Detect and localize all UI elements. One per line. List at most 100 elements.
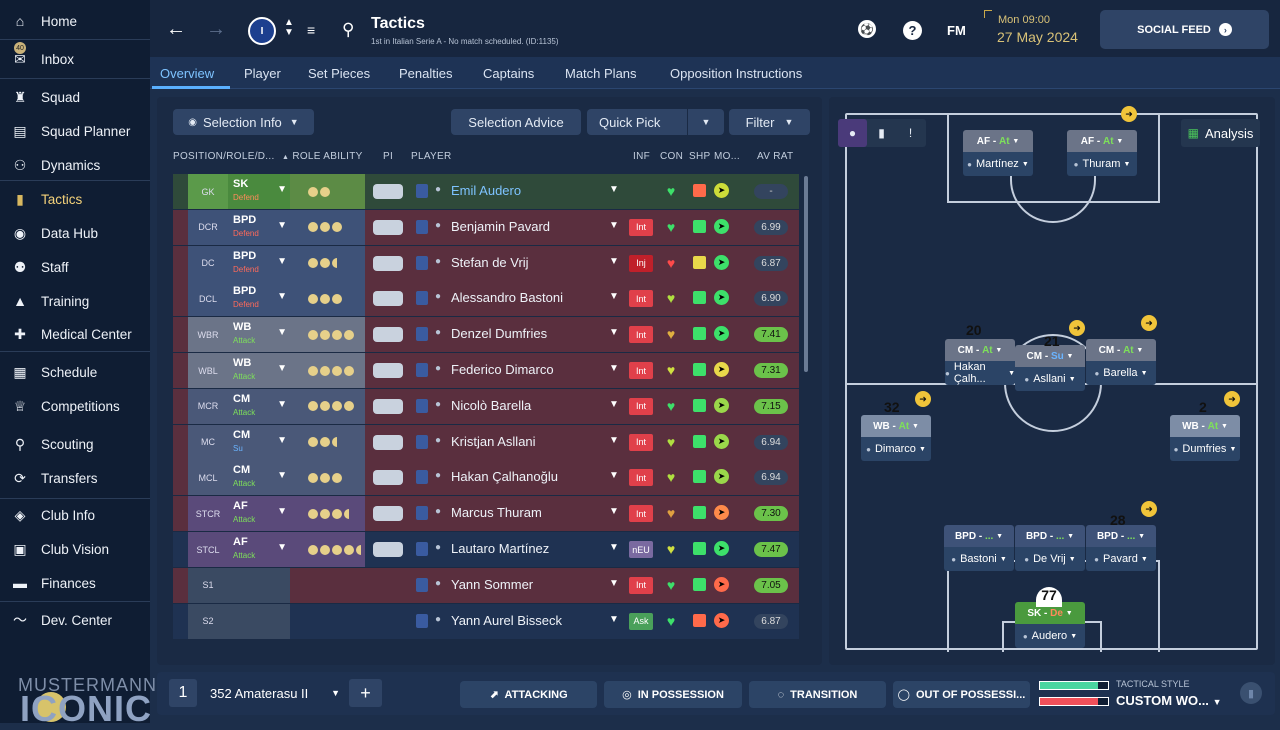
role-cell[interactable]: BPD Defend ▼ (228, 245, 290, 281)
table-row[interactable]: STCR AF Attack ▼ ● Marcus Thuram ▼ Int ♥ ➤ 7.30 (173, 496, 799, 532)
player-instructions-icon[interactable] (373, 327, 403, 343)
header-mov[interactable]: MO... (714, 151, 740, 162)
card-player[interactable]: ● Hakan Çalh... ▼ (945, 361, 1015, 385)
card-player[interactable]: ● Dimarco ▼ (861, 437, 931, 461)
formation-card[interactable]: WB - At ▼ ● Dimarco ▼ (861, 415, 931, 461)
chevron-down-icon[interactable]: ▼ (277, 219, 287, 231)
chevron-down-icon[interactable]: ▼ (277, 363, 287, 374)
player-instructions-icon[interactable] (373, 398, 403, 414)
chevron-down-icon[interactable]: ▼ (609, 613, 619, 625)
player-name[interactable]: Marcus Thuram (451, 505, 542, 521)
sidebar-item-transfers[interactable]: ⟳ Transfers (0, 469, 150, 487)
tactic-selector[interactable]: 352 Amaterasu II ▼ (197, 679, 348, 707)
card-player[interactable]: ● Asllani ▼ (1015, 367, 1085, 391)
formation-card[interactable]: BPD - ... ▼ ● Bastoni ▼ (944, 525, 1014, 571)
header-inf[interactable]: INF (633, 151, 651, 162)
chevron-down-icon[interactable]: ▼ (277, 327, 287, 339)
player-instruction-icon[interactable]: ➜ (1141, 501, 1157, 517)
player-instruction-icon[interactable]: ➜ (1069, 320, 1085, 336)
card-player[interactable]: ● Martínez ▼ (963, 152, 1033, 176)
table-row[interactable]: S1 ● Yann Sommer ▼ Int ♥ ➤ 7.05 (173, 567, 799, 603)
card-player[interactable]: ● Thuram ▼ (1067, 152, 1137, 176)
player-instruction-icon[interactable]: ➜ (1224, 391, 1240, 407)
role-cell[interactable]: CM Su ▼ (228, 424, 290, 460)
header-av-rat[interactable]: AV RAT (757, 151, 794, 162)
player-name[interactable]: Emil Audero (451, 183, 522, 198)
tab-captains[interactable]: Captains (483, 66, 535, 81)
card-role[interactable]: AF - At ▼ (1067, 130, 1137, 152)
position-cell[interactable]: S2 (188, 603, 228, 639)
sidebar-item-inbox[interactable]: ✉ 40 Inbox (0, 42, 150, 68)
player-instructions-icon[interactable] (373, 506, 403, 522)
sidebar-item-squad[interactable]: ♜ Squad (0, 88, 150, 106)
player-name[interactable]: Yann Aurel Bisseck (451, 612, 563, 628)
card-role[interactable]: BPD - ... ▼ (1086, 525, 1156, 547)
sidebar-item-staff[interactable]: ⚉ Staff (0, 258, 150, 276)
position-cell[interactable]: WBL (188, 353, 228, 388)
social-feed-button[interactable]: SOCIAL FEED › (1100, 10, 1269, 49)
position-cell[interactable]: GK (188, 174, 228, 209)
header-pi[interactable]: PI (383, 151, 394, 162)
club-switch-icon[interactable]: ▲ ▼ (284, 17, 294, 38)
table-row[interactable]: MC CM Su ▼ ● Kristjan Asllani ▼ Int ♥ ➤ 6.94 (173, 424, 799, 460)
role-cell[interactable]: WB Attack ▼ (228, 317, 290, 353)
player-name[interactable]: Federico Dimarco (451, 362, 554, 377)
chevron-down-icon[interactable]: ▼ (277, 470, 287, 482)
chevron-down-icon[interactable]: ▼ (609, 255, 619, 267)
card-player[interactable]: ● De Vrij ▼ (1015, 547, 1085, 571)
sidebar-item-tactics[interactable]: ▮ Tactics (0, 190, 150, 208)
club-crest-icon[interactable]: I (248, 17, 276, 45)
position-cell[interactable]: DCL (188, 281, 228, 317)
tactic-slot-number[interactable]: 1 (169, 679, 197, 707)
chevron-down-icon[interactable]: ▼ (609, 577, 619, 589)
player-view-icon[interactable]: ● (838, 119, 867, 147)
chevron-down-icon[interactable]: ▼ (609, 398, 619, 410)
player-instruction-icon[interactable]: ➜ (915, 391, 931, 407)
player-instructions-icon[interactable] (373, 219, 403, 235)
ball-icon[interactable]: ⚽ (858, 20, 876, 38)
role-cell[interactable] (228, 603, 290, 639)
player-instructions-icon[interactable] (373, 470, 403, 486)
table-row[interactable]: DCR BPD Defend ▼ ● Benjamin Pavard ▼ Int ♥ ➤ 6.99 (173, 209, 799, 245)
card-role[interactable]: SK - De ▼ (1015, 602, 1085, 624)
table-row[interactable]: MCR CM Attack ▼ ● Nicolò Barella ▼ Int ♥ ➤ 7.15 (173, 388, 799, 424)
player-name[interactable]: Stefan de Vrij (451, 254, 529, 270)
menu-icon[interactable]: ≡ (307, 22, 316, 38)
chevron-down-icon[interactable]: ▼ (609, 291, 619, 303)
card-role[interactable]: BPD - ... ▼ (944, 525, 1014, 547)
chevron-down-icon[interactable]: ▼ (277, 291, 287, 303)
filter-button[interactable]: Filter ▼ (729, 109, 810, 135)
card-player[interactable]: ● Pavard ▼ (1086, 547, 1156, 571)
sidebar-item-training[interactable]: ▲ Training (0, 292, 150, 310)
table-row[interactable]: MCL CM Attack ▼ ● Hakan Çalhanoğlu ▼ Int ♥ ➤ 6.94 (173, 460, 799, 496)
table-row[interactable]: GK SK Defend ▼ ● Emil Audero ▼ ♥ ➤ - (173, 174, 799, 209)
card-role[interactable]: CM - At ▼ (1086, 339, 1156, 361)
card-player[interactable]: ● Dumfries ▼ (1170, 437, 1240, 461)
role-cell[interactable]: BPD Defend ▼ (228, 281, 290, 317)
card-role[interactable]: BPD - ... ▼ (1015, 525, 1085, 547)
tactical-style-value[interactable]: CUSTOM WO... ▼ (1116, 693, 1221, 708)
chevron-down-icon[interactable]: ▼ (277, 542, 287, 553)
player-name[interactable]: Denzel Dumfries (451, 326, 548, 342)
sidebar-item-data-hub[interactable]: ◉ Data Hub (0, 224, 150, 242)
formation-card[interactable]: CM - At ▼ ● Barella ▼ (1086, 339, 1156, 385)
chevron-down-icon[interactable]: ▼ (277, 398, 287, 410)
chevron-down-icon[interactable]: ▼ (277, 506, 287, 518)
position-cell[interactable]: STCL (188, 532, 228, 567)
table-row[interactable]: DCL BPD Defend ▼ ● Alessandro Bastoni ▼ Int ♥ ➤ 6.… (173, 281, 799, 317)
chevron-down-icon[interactable]: ▼ (609, 219, 619, 231)
sidebar-item-schedule[interactable]: ▦ Schedule (0, 363, 150, 381)
player-instructions-icon[interactable] (373, 184, 403, 199)
add-tactic-button[interactable]: + (349, 679, 382, 707)
table-row[interactable]: S2 ● Yann Aurel Bisseck ▼ Ask ♥ ➤ 6.87 (173, 603, 799, 639)
role-cell[interactable]: AF Attack ▼ (228, 496, 290, 532)
chevron-down-icon[interactable]: ▼ (609, 506, 619, 518)
analytics-icon[interactable]: ▮ (1240, 682, 1262, 704)
sidebar-item-dynamics[interactable]: ⚇ Dynamics (0, 156, 150, 174)
player-name[interactable]: Benjamin Pavard (451, 218, 550, 234)
tab-player[interactable]: Player (244, 66, 281, 81)
card-role[interactable]: CM - Su ▼ (1015, 345, 1085, 367)
position-cell[interactable]: MCL (188, 460, 228, 496)
role-cell[interactable]: BPD Defend ▼ (228, 209, 290, 245)
sidebar-item-club-vision[interactable]: ▣ Club Vision (0, 540, 150, 558)
